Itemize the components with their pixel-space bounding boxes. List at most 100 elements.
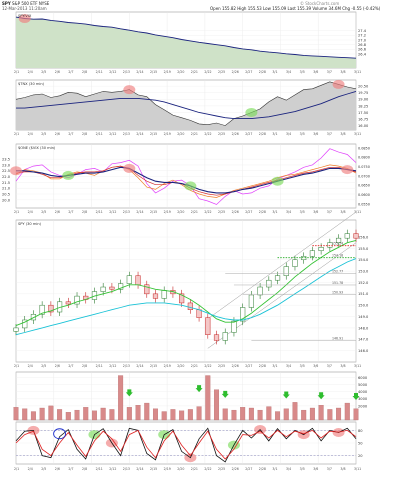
breadth-panel-right-tick: 0.0850 bbox=[358, 146, 370, 150]
breadth-panel-date-label: 2/4 bbox=[28, 210, 33, 214]
stoch-panel-date-label: 2/1 bbox=[14, 467, 19, 471]
volume-bar bbox=[196, 406, 202, 421]
stoch-panel-date-label: 2/27 bbox=[245, 467, 252, 471]
stoch-panel-date-label: 2/6 bbox=[55, 467, 60, 471]
ratio-panel-date-label: 3/7 bbox=[327, 70, 332, 74]
price-panel-date-label: 2/19 bbox=[164, 364, 171, 368]
ratio-panel-date-label: 2/5 bbox=[41, 70, 46, 74]
volume-panel-tick-label: 4000 bbox=[358, 390, 368, 394]
breadth-panel-right-tick: 0.0800 bbox=[358, 156, 370, 160]
breadth-panel-date-label: 3/6 bbox=[313, 210, 318, 214]
copyright-label: © StockCharts.com bbox=[300, 1, 340, 6]
price-bar bbox=[344, 233, 350, 239]
tnx-panel-date-label: 3/8 bbox=[340, 132, 345, 136]
price-panel-date-label: 2/6 bbox=[55, 364, 60, 368]
price-panel-date-label: 3/8 bbox=[340, 364, 345, 368]
volume-bar bbox=[83, 407, 89, 421]
ratio-panel-date-label: 3/11 bbox=[354, 70, 361, 74]
price-bar bbox=[187, 302, 193, 310]
stoch-panel-date-label: 2/26 bbox=[232, 467, 239, 471]
price-panel-tick-label: 151.0 bbox=[358, 292, 369, 296]
ratio-panel-title: SPY:VIX bbox=[18, 14, 32, 18]
price-panel-date-label: 3/4 bbox=[286, 364, 291, 368]
stoch-panel-date-label: 2/13 bbox=[123, 467, 130, 471]
volume-bar bbox=[292, 402, 298, 421]
price-panel-date-label: 2/28 bbox=[259, 364, 266, 368]
signal-arrow-icon bbox=[221, 390, 229, 398]
tnx-panel-tick-label: 19.00 bbox=[358, 98, 369, 102]
highlight-marker bbox=[18, 14, 31, 24]
breadth-panel-right-tick: 0.0600 bbox=[358, 193, 370, 197]
breadth-panel-tick-label: 20.5 bbox=[2, 192, 10, 196]
price-panel-date-label: 2/1 bbox=[14, 364, 19, 368]
stoch-panel-date-label: 2/14 bbox=[136, 467, 143, 471]
breadth-panel-date-label: 3/1 bbox=[272, 210, 277, 214]
price-panel-date-label: 2/25 bbox=[218, 364, 225, 368]
breadth-panel-date-label: 3/8 bbox=[340, 210, 345, 214]
stoch-panel-date-label: 3/5 bbox=[300, 467, 305, 471]
breadth-panel-date-label: 2/11 bbox=[96, 210, 103, 214]
price-bar bbox=[179, 293, 185, 304]
price-level-label: 154.18 bbox=[332, 254, 343, 258]
breadth-panel-date-label: 2/5 bbox=[41, 210, 46, 214]
price-panel-tick-label: 147.0 bbox=[358, 338, 369, 342]
ratio-panel-date-label: 2/8 bbox=[82, 70, 87, 74]
price-bar bbox=[318, 247, 324, 251]
stoch-panel-date-label: 2/4 bbox=[28, 467, 33, 471]
volume-bar bbox=[109, 409, 115, 421]
stoch-panel-date-label: 2/15 bbox=[150, 467, 157, 471]
tnx-panel-date-label: 2/7 bbox=[68, 132, 73, 136]
price-bar bbox=[292, 259, 298, 267]
tnx-panel-date-label: 2/27 bbox=[245, 132, 252, 136]
ohlc-readout: Open 155.82 High 155.53 Low 155.09 Last … bbox=[210, 6, 381, 11]
volume-bar bbox=[283, 408, 289, 421]
volume-bar bbox=[318, 405, 324, 421]
price-panel-tick-label: 155.0 bbox=[358, 247, 369, 251]
price-bar bbox=[257, 286, 263, 296]
price-bar bbox=[48, 304, 54, 313]
breadth-panel-date-label: 2/25 bbox=[218, 210, 225, 214]
price-panel-date-label: 2/26 bbox=[232, 364, 239, 368]
price-panel-date-label: 2/20 bbox=[177, 364, 184, 368]
breadth-panel-tick-label: 23.0 bbox=[2, 163, 11, 167]
ratio-panel-date-label: 2/22 bbox=[204, 70, 211, 74]
breadth-panel-date-label: 2/21 bbox=[191, 210, 198, 214]
price-panel-date-label: 2/14 bbox=[136, 364, 143, 368]
volume-bar bbox=[161, 411, 167, 421]
ratio-panel-date-label: 2/25 bbox=[218, 70, 225, 74]
ratio-panel-tick-label: 27.0 bbox=[358, 38, 367, 42]
ratio-panel-date-label: 2/1 bbox=[14, 70, 19, 74]
price-bar bbox=[196, 309, 202, 318]
tnx-panel-tick-label: 19.75 bbox=[358, 91, 368, 95]
volume-bar bbox=[309, 407, 315, 421]
tnx-panel-tick-label: 20.50 bbox=[358, 85, 369, 89]
stoch-panel-date-label: 2/21 bbox=[191, 467, 198, 471]
highlight-marker bbox=[10, 166, 22, 176]
tnx-panel-date-label: 3/1 bbox=[272, 132, 277, 136]
price-bar bbox=[144, 284, 150, 295]
price-bar bbox=[135, 275, 141, 286]
price-bar bbox=[327, 242, 333, 248]
breadth-panel-date-label: 2/8 bbox=[82, 210, 87, 214]
chart-header-symbol: SPY S&P 500 ETF NYSE bbox=[2, 1, 49, 6]
tnx-panel-date-label: 3/4 bbox=[286, 132, 291, 136]
price-bar bbox=[118, 283, 124, 290]
ratio-panel-date-label: 3/5 bbox=[300, 70, 305, 74]
volume-bar bbox=[91, 410, 97, 421]
stoch-panel-date-label: 2/20 bbox=[177, 467, 184, 471]
price-panel-date-label: 2/8 bbox=[82, 364, 87, 368]
tnx-panel-date-label: 2/15 bbox=[150, 132, 157, 136]
symbol-label: SPY bbox=[2, 1, 11, 6]
stoch-panel-date-label: 3/11 bbox=[354, 467, 361, 471]
tnx-panel-date-label: 3/7 bbox=[327, 132, 332, 136]
ratio-panel-date-label: 3/1 bbox=[272, 70, 277, 74]
price-panel-tick-label: 149.0 bbox=[358, 315, 369, 319]
breadth-panel-right-tick: 0.0700 bbox=[358, 174, 370, 178]
ratio-panel-date-label: 3/8 bbox=[340, 70, 345, 74]
highlight-marker bbox=[271, 176, 284, 186]
breadth-panel-date-label: 2/26 bbox=[232, 210, 239, 214]
price-panel-tick-label: 153.0 bbox=[358, 270, 369, 274]
volume-bar bbox=[152, 408, 158, 421]
